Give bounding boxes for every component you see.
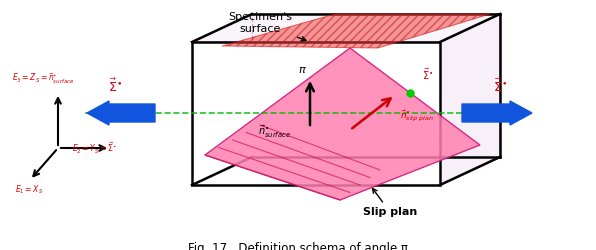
- Polygon shape: [440, 14, 500, 185]
- Text: $\vec{\Sigma}^{\bullet}$: $\vec{\Sigma}^{\bullet}$: [493, 78, 507, 95]
- Text: $\vec{n}^{\bullet}_{slip\ plan}$: $\vec{n}^{\bullet}_{slip\ plan}$: [400, 108, 434, 124]
- Polygon shape: [192, 157, 500, 185]
- Text: $E_3{=}Z_S = \vec{n}^{\bullet}_{surface}$: $E_3{=}Z_S = \vec{n}^{\bullet}_{surface}…: [12, 72, 74, 86]
- FancyArrow shape: [87, 101, 155, 125]
- Polygon shape: [192, 42, 440, 185]
- Text: Slip plan: Slip plan: [363, 188, 417, 217]
- Polygon shape: [205, 48, 480, 200]
- FancyArrow shape: [462, 101, 532, 125]
- Polygon shape: [222, 14, 490, 48]
- Text: $\vec{\Sigma}^{\bullet}$: $\vec{\Sigma}^{\bullet}$: [108, 78, 122, 95]
- Text: $\vec{\Sigma}^{\bullet}$: $\vec{\Sigma}^{\bullet}$: [423, 66, 434, 82]
- Text: $E_1{=}X_S$: $E_1{=}X_S$: [15, 184, 44, 196]
- Text: $\vec{n}^{\bullet}_{surface}$: $\vec{n}^{\bullet}_{surface}$: [259, 124, 291, 140]
- Text: $E_2{=}Y_S = \vec{\Sigma}^{\bullet}$: $E_2{=}Y_S = \vec{\Sigma}^{\bullet}$: [72, 140, 117, 156]
- Polygon shape: [192, 14, 500, 42]
- Text: $\pi$: $\pi$: [297, 65, 306, 75]
- Text: Fig. 17.  Definition schema of angle π: Fig. 17. Definition schema of angle π: [188, 242, 408, 250]
- Text: Specimen's
surface: Specimen's surface: [228, 12, 306, 41]
